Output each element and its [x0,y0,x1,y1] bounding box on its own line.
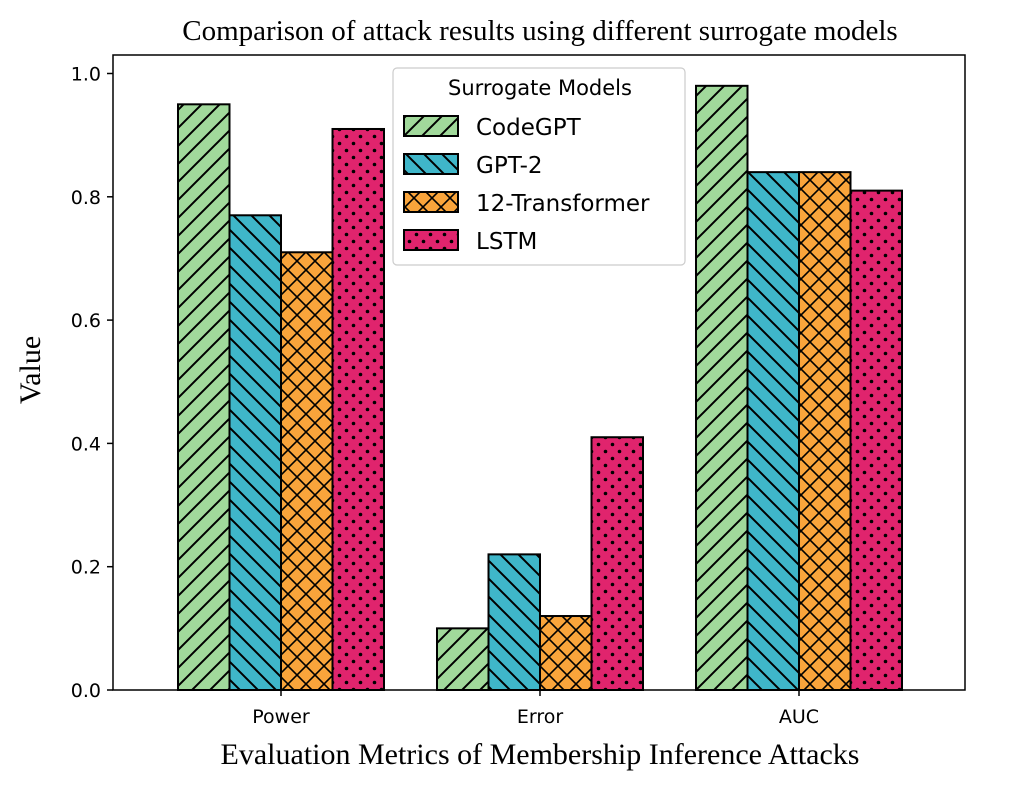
bar-gpt-2-power [228,214,282,691]
y-axis-label: Value [14,336,47,404]
x-tick-label: Error [517,706,564,728]
bar-codegpt-error-hatch [436,627,490,691]
legend-swatch [403,115,459,137]
bar-codegpt-power [177,103,231,692]
chart-title: Comparison of attack results using diffe… [182,15,897,47]
legend-item: 12-Transformer [403,191,650,217]
bar-12-transformer-power [280,251,334,691]
bar-codegpt-power-hatch [177,103,231,692]
bar-lstm-power-hatch [331,127,385,691]
bar-gpt-2-power-hatch [228,214,282,691]
legend-swatch [403,153,459,175]
legend-item: GPT-2 [403,153,543,179]
bar-12-transformer-auc-hatch [798,171,852,691]
bar-codegpt-auc-hatch [695,84,749,691]
x-tick-label: AUC [779,706,819,728]
plot-area-frame [112,54,966,691]
y-tick-label: 0.6 [71,310,101,332]
bar-gpt-2-auc [746,171,800,691]
bar-lstm-power [331,127,385,691]
bar-gpt-2-error-hatch [487,553,541,692]
bar-12-transformer-error-hatch [539,615,593,691]
legend-swatch [403,191,459,213]
bar-12-transformer-power-hatch [280,251,334,691]
legend-label: CodeGPT [476,115,582,141]
legend-title: Surrogate Models [448,76,632,100]
legend-swatch [403,229,459,251]
y-tick-label: 0.8 [71,187,101,209]
legend-items: CodeGPT GPT-2 12-Transformer LSTM [403,115,650,255]
bar-lstm-auc-hatch [849,189,903,691]
bar-gpt-2-error [487,553,541,692]
legend-label: LSTM [476,229,537,255]
legend: Surrogate Models CodeGPT GPT-2 12-Transfor… [392,67,686,266]
legend-item: LSTM [403,229,537,255]
bar-12-transformer-auc [798,171,852,691]
y-tick-label: 0.0 [71,680,101,702]
bar-gpt-2-auc-hatch [746,171,800,691]
bar-codegpt-auc [695,84,749,691]
axis-ticks: 0.0 0.2 0.4 0.6 0.8 1.0 Power Error AUC [71,63,819,728]
bar-codegpt-error [436,627,490,691]
y-tick-label: 0.2 [71,557,101,579]
bar-lstm-auc [849,189,903,691]
x-axis-label: Evaluation Metrics of Membership Inferen… [221,738,860,771]
legend-label: 12-Transformer [476,191,650,217]
legend-item: CodeGPT [403,115,582,141]
bar-lstm-error [590,436,644,691]
legend-box [392,67,686,266]
y-tick-label: 1.0 [71,63,101,85]
bar-lstm-error-hatch [590,436,644,691]
y-tick-label: 0.4 [71,433,101,455]
x-tick-label: Power [252,706,310,728]
bar-12-transformer-error [539,615,593,691]
legend-label: GPT-2 [476,153,543,179]
bars [177,84,903,692]
